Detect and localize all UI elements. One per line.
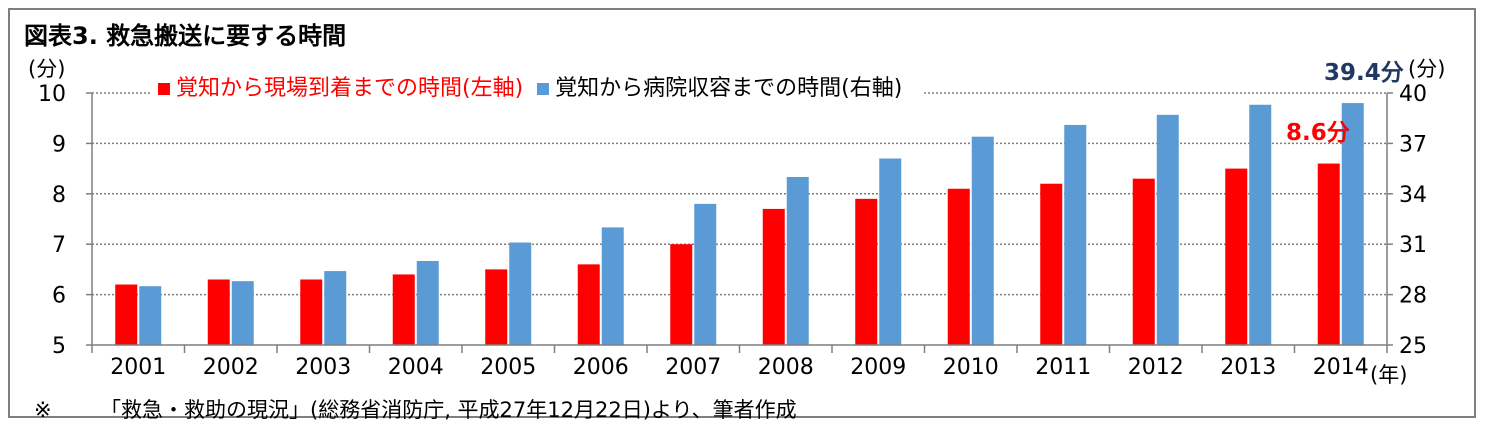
- bar-left-series: [1317, 163, 1340, 345]
- legend-item-left-series: 覚知から現場到着までの時間(左軸): [158, 78, 523, 100]
- bar-right-series: [601, 227, 624, 345]
- bar-right-series: [1341, 103, 1364, 345]
- x-tick-label: 2013: [1220, 355, 1276, 380]
- x-tick-label: 2003: [295, 355, 351, 380]
- axis-labels: 5 6 7 8 9 10 25 28 31 34 37 40 2001 2002 2003 2004 2005 2…: [28, 57, 1445, 387]
- left-tick-label: 7: [52, 233, 66, 258]
- footnote-text: 「救急・救助の現況」(総務省消防庁, 平成27年12月22日)より、筆者作成: [100, 398, 797, 422]
- x-tick-label: 2001: [110, 355, 166, 380]
- bar-left-series: [1132, 178, 1155, 345]
- bar-left-series: [670, 244, 693, 345]
- bar-left-series: [947, 188, 970, 345]
- bar-right-series: [324, 271, 347, 345]
- chart-frame: [8, 8, 1476, 418]
- bar-right-series: [231, 281, 254, 345]
- x-tick-label: 2012: [1128, 355, 1184, 380]
- bar-left-series: [392, 274, 415, 345]
- bar-right-series: [694, 203, 717, 345]
- x-tick-label: 2008: [758, 355, 814, 380]
- left-tick-label: 5: [52, 334, 66, 359]
- bar-right-series: [879, 158, 902, 345]
- chart-title: 図表3. 救急搬送に要する時間: [24, 22, 347, 50]
- right-tick-label: 34: [1399, 183, 1427, 208]
- x-tick-label: 2005: [480, 355, 536, 380]
- bar-right-series: [786, 177, 809, 345]
- bar-left-series: [115, 284, 138, 345]
- left-axis-unit: (分): [28, 57, 65, 81]
- bar-left-series: [762, 208, 785, 345]
- right-tick-label: 37: [1399, 132, 1427, 157]
- bar-right-series: [1156, 114, 1179, 345]
- bar-right-series: [416, 261, 439, 345]
- legend-swatch-red: [158, 83, 170, 95]
- right-tick-label: 31: [1399, 233, 1427, 258]
- x-tick-label: 2011: [1035, 355, 1091, 380]
- left-tick-label: 6: [52, 284, 66, 309]
- bar-left-series: [1225, 168, 1248, 345]
- bar-right-series: [509, 242, 532, 345]
- bar-right-series: [1249, 104, 1272, 345]
- bar-left-series: [855, 198, 878, 345]
- legend-label-right-series: 覚知から病院収容までの時間(右軸): [555, 76, 903, 101]
- bar-left-series: [485, 269, 508, 345]
- right-tick-label: 25: [1399, 334, 1427, 359]
- legend: 覚知から現場到着までの時間(左軸) 覚知から病院収容までの時間(右軸): [152, 72, 923, 106]
- x-tick-label: 2009: [850, 355, 906, 380]
- x-tick-label: 2014: [1313, 355, 1369, 380]
- bar-right-series: [971, 136, 994, 345]
- left-tick-label: 8: [52, 183, 66, 208]
- x-tick-label: 2004: [388, 355, 444, 380]
- annotation-left-series: 8.6分: [1286, 120, 1350, 146]
- bar-left-series: [577, 264, 600, 345]
- right-axis-unit: (分): [1408, 57, 1445, 81]
- legend-swatch-blue: [537, 83, 550, 95]
- bar-left-series: [300, 279, 323, 345]
- x-tick-label: 2002: [203, 355, 259, 380]
- axes: [86, 92, 1393, 353]
- x-tick-label: 2007: [665, 355, 721, 380]
- left-tick-label: 9: [52, 132, 66, 157]
- bar-left-series: [1040, 183, 1063, 345]
- left-tick-label: 10: [38, 82, 66, 107]
- legend-label-left-series: 覚知から現場到着までの時間(左軸): [176, 76, 524, 101]
- x-tick-label: 2006: [573, 355, 629, 380]
- bar-right-series: [1064, 124, 1087, 345]
- footnote-mark: ※: [34, 398, 52, 422]
- legend-item-right-series: 覚知から病院収容までの時間(右軸): [537, 78, 902, 100]
- right-tick-label: 28: [1399, 284, 1427, 309]
- bar-right-series: [139, 286, 162, 345]
- source-footnote: ※ 「救急・救助の現況」(総務省消防庁, 平成27年12月22日)より、筆者作成: [34, 394, 797, 424]
- annotation-right-series: 39.4分: [1324, 60, 1404, 86]
- right-tick-label: 40: [1399, 82, 1427, 107]
- bars: [115, 103, 1364, 345]
- x-axis-unit: (年): [1370, 363, 1407, 387]
- x-tick-label: 2010: [943, 355, 999, 380]
- bar-left-series: [207, 279, 230, 345]
- gridlines: [92, 92, 1387, 296]
